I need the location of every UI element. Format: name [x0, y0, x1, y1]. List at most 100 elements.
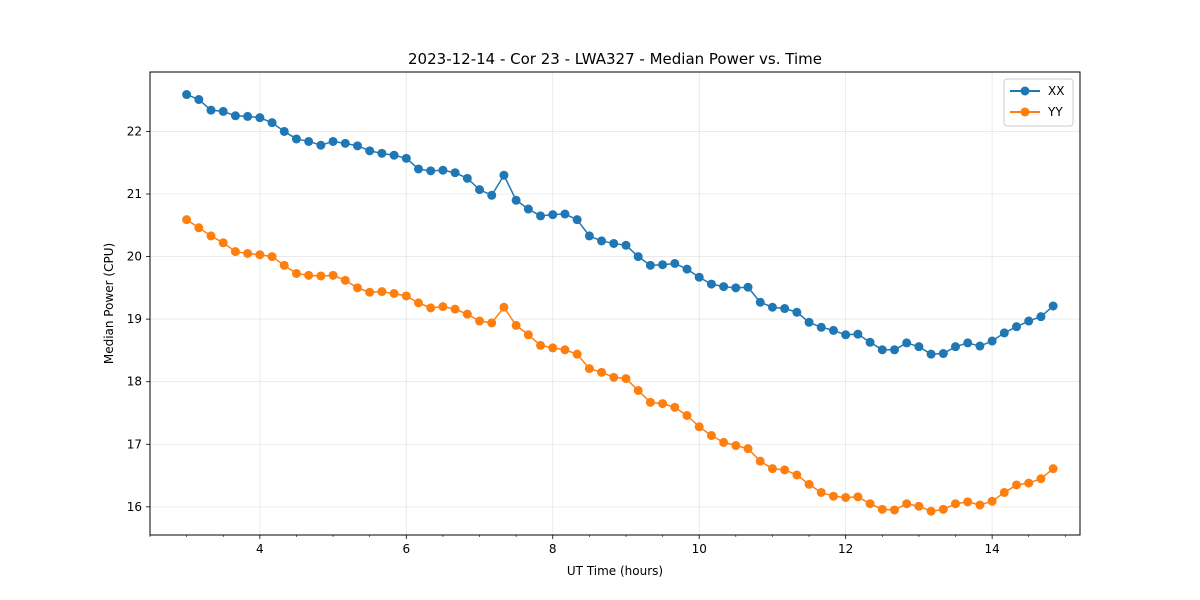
y-tick-label: 16: [127, 500, 142, 514]
data-point-yy: [572, 349, 582, 359]
y-tick-label: 17: [127, 437, 142, 451]
data-point-yy: [951, 499, 961, 509]
data-point-xx: [1012, 322, 1022, 332]
data-point-yy: [719, 437, 729, 447]
data-point-xx: [731, 283, 741, 293]
data-point-xx: [914, 342, 924, 352]
y-tick-label: 21: [127, 187, 142, 201]
data-point-yy: [328, 270, 338, 280]
data-point-xx: [487, 190, 497, 200]
data-point-xx: [804, 317, 814, 327]
data-point-yy: [536, 340, 546, 350]
data-point-yy: [828, 491, 838, 501]
data-point-yy: [279, 260, 289, 270]
data-point-xx: [780, 304, 790, 314]
data-point-xx: [499, 170, 509, 180]
y-axis-label: Median Power (CPU): [102, 243, 116, 364]
data-point-xx: [340, 138, 350, 148]
legend: XX YY: [1003, 78, 1074, 127]
data-point-yy: [230, 247, 240, 257]
data-point-xx: [975, 341, 985, 351]
y-tick-label: 18: [127, 375, 142, 389]
data-point-xx: [291, 134, 301, 144]
data-point-yy: [255, 250, 265, 260]
data-point-yy: [731, 441, 741, 451]
legend-label-yy: YY: [1047, 105, 1063, 119]
data-point-yy: [340, 275, 350, 285]
data-point-yy: [865, 499, 875, 509]
data-point-xx: [230, 111, 240, 121]
data-point-xx: [389, 150, 399, 160]
data-point-yy: [584, 364, 594, 374]
data-point-xx: [365, 146, 375, 156]
x-tick-label: 14: [984, 542, 999, 556]
data-point-xx: [926, 349, 936, 359]
data-point-xx: [450, 168, 460, 178]
data-point-xx: [1036, 312, 1046, 322]
series-yy: [182, 215, 1058, 516]
data-point-yy: [804, 479, 814, 489]
data-point-yy: [194, 223, 204, 233]
data-point-xx: [536, 211, 546, 221]
data-point-yy: [914, 501, 924, 511]
data-point-xx: [938, 349, 948, 359]
data-point-xx: [475, 185, 485, 195]
data-point-yy: [975, 500, 985, 510]
data-point-yy: [389, 288, 399, 298]
data-point-xx: [462, 173, 472, 183]
data-point-xx: [743, 282, 753, 292]
data-point-yy: [438, 302, 448, 312]
data-point-yy: [597, 367, 607, 377]
data-point-xx: [755, 297, 765, 307]
data-point-xx: [438, 165, 448, 175]
data-point-xx: [304, 136, 314, 146]
x-tick-label: 10: [692, 542, 707, 556]
legend-marker-yy: [1020, 107, 1030, 117]
data-point-xx: [694, 272, 704, 282]
data-point-yy: [694, 422, 704, 432]
data-point-yy: [853, 492, 863, 502]
data-point-xx: [328, 136, 338, 146]
data-point-yy: [621, 374, 631, 384]
series-layer: [182, 90, 1058, 516]
data-point-yy: [475, 316, 485, 326]
data-point-yy: [645, 397, 655, 407]
data-point-yy: [426, 303, 436, 313]
data-point-yy: [487, 318, 497, 328]
data-point-yy: [938, 504, 948, 514]
data-point-yy: [682, 411, 692, 420]
data-point-xx: [841, 330, 851, 340]
data-point-yy: [352, 283, 362, 293]
data-point-yy: [450, 304, 460, 314]
x-axis-label: UT Time (hours): [567, 564, 663, 578]
data-point-yy: [963, 497, 973, 507]
data-point-yy: [462, 309, 472, 319]
data-point-xx: [243, 111, 253, 121]
data-point-yy: [633, 385, 643, 395]
data-point-xx: [426, 166, 436, 176]
data-point-yy: [1048, 464, 1058, 474]
x-tick-label: 12: [838, 542, 853, 556]
data-point-xx: [560, 209, 570, 219]
legend-label-xx: XX: [1048, 84, 1064, 98]
data-point-xx: [645, 260, 655, 270]
data-point-yy: [706, 431, 716, 441]
data-point-yy: [816, 487, 826, 497]
data-point-yy: [889, 505, 899, 515]
data-point-xx: [218, 106, 228, 116]
data-point-yy: [414, 298, 424, 308]
y-tick-label: 20: [127, 250, 142, 264]
data-point-xx: [633, 252, 643, 262]
data-point-xx: [877, 345, 887, 355]
data-point-yy: [902, 499, 912, 509]
data-point-xx: [999, 328, 1009, 338]
data-point-xx: [706, 279, 716, 289]
data-point-xx: [865, 337, 875, 347]
x-tick-label: 8: [549, 542, 557, 556]
plot-frame: [149, 71, 1081, 536]
data-point-yy: [377, 287, 387, 297]
data-point-xx: [597, 236, 607, 246]
grid: [150, 72, 1080, 535]
data-point-xx: [828, 325, 838, 335]
